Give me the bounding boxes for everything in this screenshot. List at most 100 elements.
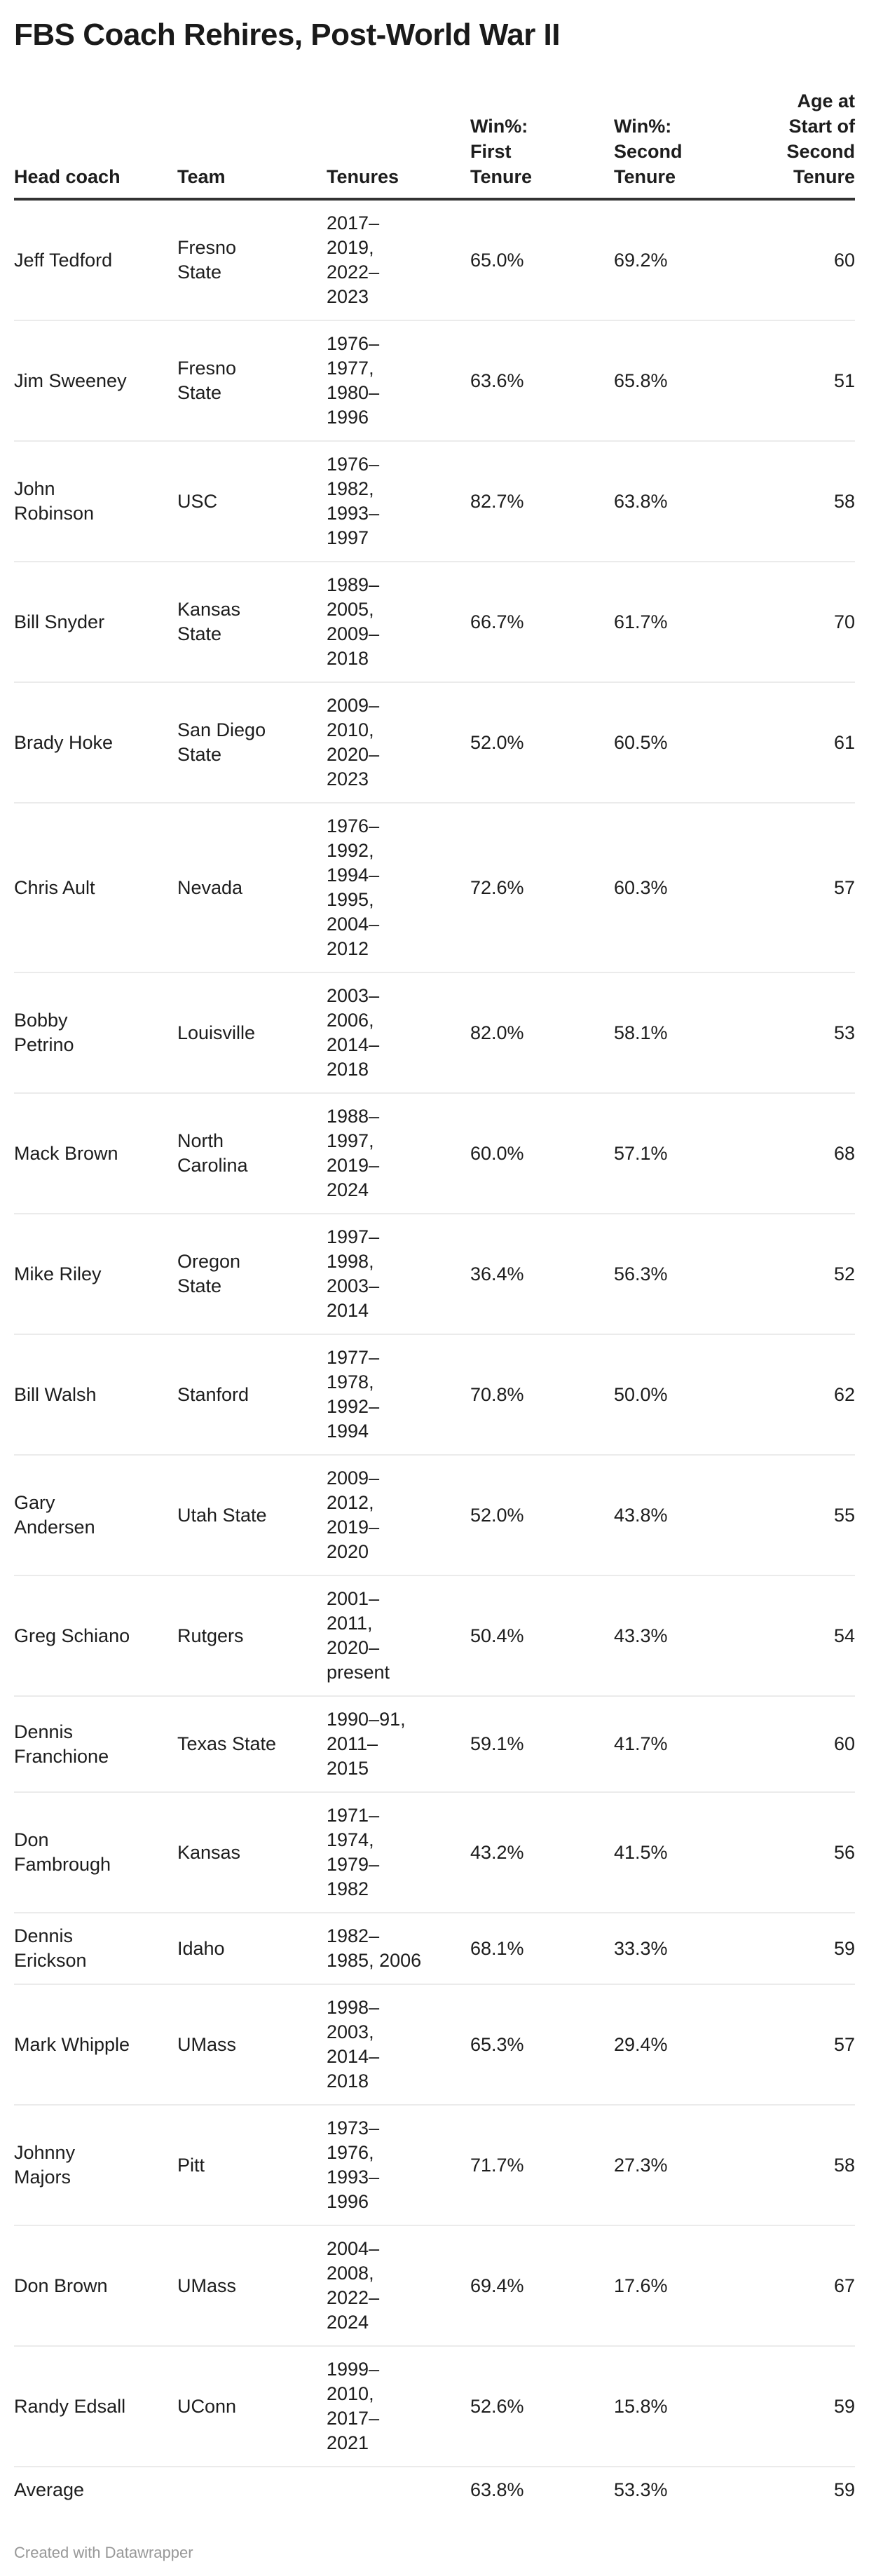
cell-win-first: 59.1% — [470, 1696, 614, 1793]
table-body: Jeff Tedford Fresno State 2017– 2019, 2022… — [14, 199, 855, 2513]
cell-tenures: 1976– 1977, 1980– 1996 — [327, 320, 470, 442]
cell-tenures: 1971– 1974, 1979– 1982 — [327, 1792, 470, 1913]
cell-team: Fresno State — [177, 320, 327, 442]
cell-team: Pitt — [177, 2105, 327, 2226]
cell-tenures: 1990–91, 2011– 2015 — [327, 1696, 470, 1793]
table-row: Mack Brown North Carolina 1988– 1997, 2019… — [14, 1093, 855, 1214]
column-header-win-second: Win%: Second Tenure — [614, 88, 758, 201]
cell-coach: John Robinson — [14, 441, 177, 562]
cell-win-first: 82.0% — [470, 972, 614, 1094]
datawrapper-credit-link[interactable]: Created with Datawrapper — [14, 2544, 193, 2561]
table-row: Brady Hoke San Diego State 2009– 2010, 202… — [14, 682, 855, 804]
cell-win-first: 82.7% — [470, 441, 614, 562]
cell-tenures: 2004– 2008, 2022– 2024 — [327, 2225, 470, 2347]
cell-tenures: 1973– 1976, 1993– 1996 — [327, 2105, 470, 2226]
cell-team: Oregon State — [177, 1214, 327, 1335]
cell-win-first: 65.3% — [470, 1984, 614, 2106]
cell-tenures — [327, 2467, 470, 2513]
cell-coach: Bill Snyder — [14, 562, 177, 683]
cell-age: 70 — [758, 562, 855, 683]
cell-team: Idaho — [177, 1913, 327, 1985]
cell-team: Louisville — [177, 972, 327, 1094]
table-row: Mike Riley Oregon State 1997– 1998, 2003– … — [14, 1214, 855, 1335]
cell-team: San Diego State — [177, 682, 327, 804]
cell-coach: Don Brown — [14, 2225, 177, 2347]
cell-team — [177, 2467, 327, 2513]
cell-age: 55 — [758, 1455, 855, 1576]
cell-team: UMass — [177, 1984, 327, 2106]
table-row: Don Brown UMass 2004– 2008, 2022– 2024 69.4… — [14, 2225, 855, 2347]
cell-win-second: 33.3% — [614, 1913, 758, 1985]
cell-tenures: 1976– 1982, 1993– 1997 — [327, 441, 470, 562]
cell-win-first: 72.6% — [470, 803, 614, 973]
cell-age: 62 — [758, 1334, 855, 1456]
cell-age: 68 — [758, 1093, 855, 1214]
table-row: Chris Ault Nevada 1976– 1992, 1994– 1995, … — [14, 803, 855, 973]
cell-tenures: 1982– 1985, 2006 — [327, 1913, 470, 1985]
chart-title: FBS Coach Rehires, Post-World War II — [14, 18, 561, 52]
cell-tenures: 2001– 2011, 2020– present — [327, 1575, 470, 1697]
cell-team: Kansas — [177, 1792, 327, 1913]
cell-win-second: 50.0% — [614, 1334, 758, 1456]
cell-team: North Carolina — [177, 1093, 327, 1214]
cell-win-first: 71.7% — [470, 2105, 614, 2226]
column-header-win-first: Win%: First Tenure — [470, 88, 614, 201]
cell-age: 58 — [758, 2105, 855, 2226]
cell-coach: Brady Hoke — [14, 682, 177, 804]
cell-coach: Greg Schiano — [14, 1575, 177, 1697]
cell-tenures: 1977– 1978, 1992– 1994 — [327, 1334, 470, 1456]
column-header-head-coach: Head coach — [14, 88, 177, 201]
cell-age: 51 — [758, 320, 855, 442]
cell-age: 67 — [758, 2225, 855, 2347]
cell-coach: Average — [14, 2479, 85, 2500]
column-header-age: Age at Start of Second Tenure — [758, 88, 855, 201]
cell-tenures: 2009– 2010, 2020– 2023 — [327, 682, 470, 804]
cell-team: UMass — [177, 2225, 327, 2347]
cell-age: 60 — [758, 1696, 855, 1793]
cell-tenures: 2017– 2019, 2022– 2023 — [327, 199, 470, 321]
cell-win-second: 27.3% — [614, 2105, 758, 2226]
table-header: Head coach Team Tenures Win%: First Tenu… — [14, 88, 855, 201]
cell-team: Fresno State — [177, 199, 327, 321]
cell-win-second: 58.1% — [614, 972, 758, 1094]
cell-win-second: 41.5% — [614, 1792, 758, 1913]
cell-age: 57 — [758, 803, 855, 973]
table-row: Gary Andersen Utah State 2009– 2012, 2019–… — [14, 1455, 855, 1576]
cell-age: 60 — [758, 199, 855, 321]
cell-team: Nevada — [177, 803, 327, 973]
table-row: Jim Sweeney Fresno State 1976– 1977, 1980–… — [14, 320, 855, 442]
cell-win-first: 52.6% — [470, 2346, 614, 2467]
cell-win-first: 60.0% — [470, 1093, 614, 1214]
cell-tenures: 1988– 1997, 2019– 2024 — [327, 1093, 470, 1214]
cell-win-first: 70.8% — [470, 1334, 614, 1456]
table-row: Bill Walsh Stanford 1977– 1978, 1992– 1994… — [14, 1334, 855, 1456]
cell-team: Stanford — [177, 1334, 327, 1456]
column-header-tenures: Tenures — [327, 88, 470, 201]
table-row: Bill Snyder Kansas State 1989– 2005, 2009–… — [14, 562, 855, 683]
cell-team: Rutgers — [177, 1575, 327, 1697]
cell-tenures: 1999– 2010, 2017– 2021 — [327, 2346, 470, 2467]
table-row: Jeff Tedford Fresno State 2017– 2019, 2022… — [14, 199, 855, 321]
cell-age: 52 — [758, 1214, 855, 1335]
table-row: Dennis Franchione Texas State 1990–91, 201… — [14, 1696, 855, 1793]
table-row: Don Fambrough Kansas 1971– 1974, 1979– 198… — [14, 1792, 855, 1913]
cell-win-first: 68.1% — [470, 1913, 614, 1985]
cell-coach: Chris Ault — [14, 803, 177, 973]
cell-team: UConn — [177, 2346, 327, 2467]
cell-win-first: 36.4% — [470, 1214, 614, 1335]
cell-win-first: 65.0% — [470, 199, 614, 321]
cell-coach: Mark Whipple — [14, 1984, 177, 2106]
cell-win-second: 56.3% — [614, 1214, 758, 1335]
cell-win-second: 63.8% — [614, 441, 758, 562]
table-row: Average 63.8% 53.3% 59 — [14, 2467, 855, 2513]
cell-win-first: 63.6% — [470, 320, 614, 442]
cell-tenures: 1998– 2003, 2014– 2018 — [327, 1984, 470, 2106]
cell-win-second: 69.2% — [614, 199, 758, 321]
cell-team: Kansas State — [177, 562, 327, 683]
cell-win-second: 43.8% — [614, 1455, 758, 1576]
cell-win-second: 60.5% — [614, 682, 758, 804]
cell-coach: Mike Riley — [14, 1214, 177, 1335]
cell-tenures: 1997– 1998, 2003– 2014 — [327, 1214, 470, 1335]
table-row: Dennis Erickson Idaho 1982– 1985, 2006 68.1… — [14, 1913, 855, 1985]
